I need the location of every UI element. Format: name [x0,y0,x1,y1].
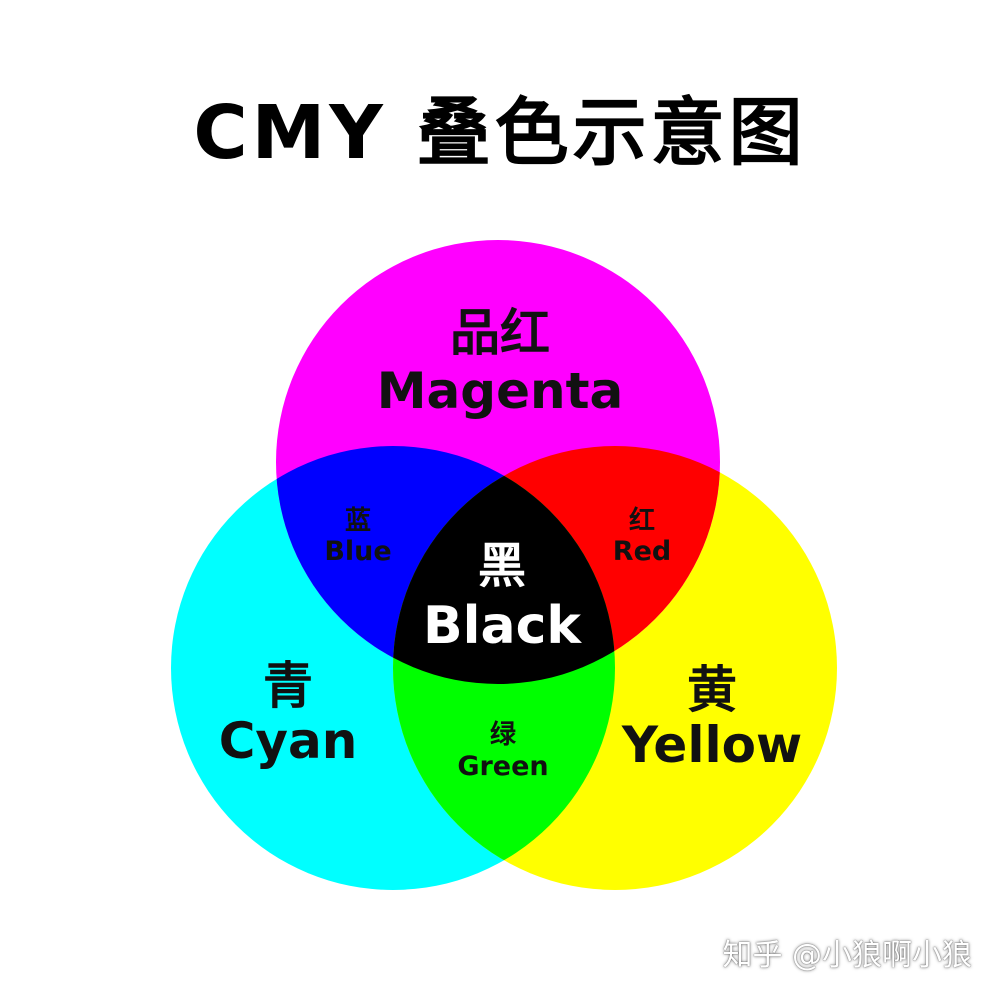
cyan-label-en: Cyan [219,712,358,770]
blue-label-zh: 蓝 [345,506,371,536]
magenta-label-zh: 品红 [450,304,550,362]
blue-label-en: Blue [324,536,391,567]
green-label-en: Green [457,751,548,782]
page-title: CMY 叠色示意图 [193,90,807,176]
green-label-zh: 绿 [490,720,517,750]
red-label-zh: 红 [629,505,655,536]
cyan-label-zh: 青 [263,657,313,715]
magenta-label-en: Magenta [377,362,623,420]
yellow-label-zh: 黄 [687,661,737,719]
black-label-en: Black [423,596,582,656]
watermark: 知乎 @小狼啊小狼 [722,938,972,973]
black-label-zh: 黑 [478,538,526,594]
yellow-label-en: Yellow [621,716,802,774]
red-label-en: Red [613,536,671,567]
